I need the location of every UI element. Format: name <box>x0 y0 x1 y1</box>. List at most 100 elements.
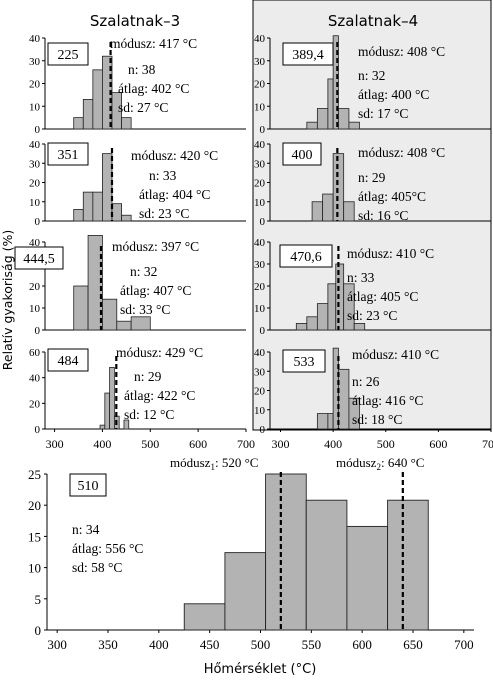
x-axis-label: Hőmérséklet (°C) <box>204 662 317 677</box>
n-text: n: 26 <box>352 374 380 389</box>
sd-text: sd: 58 °C <box>72 560 122 575</box>
x-tick-label: 400 <box>93 437 111 451</box>
sd-text: sd: 27 °C <box>118 100 168 115</box>
sample-label: 444,5 <box>23 252 55 267</box>
y-tick-label: 0 <box>35 124 41 136</box>
histogram-bar <box>306 316 318 331</box>
histogram-bar <box>348 121 360 130</box>
mean-text: átlag: 556 °C <box>72 541 143 556</box>
y-tick-label: 0 <box>260 124 266 136</box>
histogram-bar <box>73 117 84 130</box>
histogram-bar <box>92 191 103 222</box>
mode-text: módusz: 420 °C <box>131 148 218 163</box>
sample-label-box <box>69 473 107 497</box>
sd-text: sd: 18 °C <box>352 412 402 427</box>
mode-text: módusz: 429 °C <box>116 345 203 360</box>
n-text: n: 33 <box>347 270 375 285</box>
sd-text: sd: 12 °C <box>124 407 174 422</box>
sample-label: 225 <box>58 48 79 63</box>
sample-label-box <box>47 348 89 372</box>
y-tick-label: 20 <box>29 79 41 91</box>
y-tick-label: 30 <box>254 158 266 170</box>
n-text: n: 29 <box>134 369 162 384</box>
histogram-bar <box>73 285 89 331</box>
y-tick-label: 30 <box>29 158 41 170</box>
histogram-bar <box>183 603 226 631</box>
histogram-bar <box>343 201 355 222</box>
sd-text: sd: 23 °C <box>139 206 189 221</box>
histogram-bar <box>123 419 130 430</box>
n-text: n: 29 <box>358 170 386 185</box>
histogram-bar <box>348 397 360 430</box>
histogram-bar <box>111 203 122 222</box>
histogram-bar <box>116 320 132 331</box>
mode2-word: módusz <box>336 455 377 470</box>
n-text: n: 34 <box>72 522 100 537</box>
n-text: n: 38 <box>128 62 156 77</box>
histogram-panel-351: 0 10 20 30 40 351 módusz: 420 °C n: 33 átlag: 40… <box>29 139 246 228</box>
mean-text: átlag: 404 °C <box>139 187 210 202</box>
x-tick-label: 700 <box>454 637 474 652</box>
x-tick-label: 500 <box>377 437 395 451</box>
y-tick-label: 10 <box>29 101 41 113</box>
histogram-panel-389-4: 0 10 20 30 40 389,4 módusz: 408 °C n: 32 átlag: … <box>254 33 491 136</box>
histogram-bar <box>82 99 94 130</box>
y-tick-label: 40 <box>29 33 41 45</box>
sample-label: 400 <box>292 148 313 163</box>
y-tick-label: 40 <box>254 33 266 45</box>
histogram-bar <box>338 108 350 130</box>
y-tick-label: 30 <box>254 366 266 378</box>
histogram-bar <box>338 368 350 430</box>
y-tick-label: 40 <box>29 373 41 385</box>
mean-text: átlag: 416 °C <box>352 393 423 408</box>
sample-label: 389,4 <box>292 48 324 63</box>
sample-label-box <box>47 142 89 166</box>
x-tick-label: 300 <box>47 637 67 652</box>
y-tick-label: 0 <box>35 424 41 436</box>
mean-text: átlag: 422 °C <box>124 388 195 403</box>
y-tick-label: 40 <box>254 347 266 359</box>
y-tick-label: 10 <box>254 405 266 417</box>
x-tick-label: 600 <box>352 637 372 652</box>
mean-text: átlag: 405°C <box>358 189 426 204</box>
y-tick-label: 40 <box>254 237 266 249</box>
histogram-panel-484: 0 20 40 60 484 módusz: 429 °C n: 29 átlag: 422 … <box>29 345 246 436</box>
sample-label: 351 <box>58 148 79 163</box>
histogram-bar <box>327 78 334 130</box>
histogram-bar <box>111 92 122 130</box>
histogram-panel-470-6: 0 10 20 30 40 470,6 módusz: 410 °C n: 33 átlag: … <box>254 237 491 337</box>
mode1-text: módusz1: 520 °C <box>170 455 258 472</box>
mode2-sub: 2 <box>376 462 381 472</box>
histogram-bar <box>346 525 389 631</box>
n-text: n: 32 <box>130 264 157 279</box>
x-tick-label: 300 <box>272 437 290 451</box>
x-tick-label: 300 <box>46 437 64 451</box>
y-tick-label: 30 <box>254 56 266 68</box>
sample-label-box <box>47 42 89 66</box>
histogram-bar <box>265 473 307 631</box>
histogram-bar <box>305 499 348 631</box>
y-tick-label: 40 <box>29 237 41 249</box>
x-tick-label: 650 <box>403 637 423 652</box>
histogram-bar <box>327 413 334 430</box>
histogram-bar <box>316 303 329 331</box>
y-tick-label: 10 <box>28 561 41 576</box>
histogram-bar <box>130 316 151 331</box>
x-tick-label: 500 <box>141 437 159 451</box>
y-tick-label: 10 <box>254 303 266 315</box>
histogram-bar <box>335 263 345 331</box>
histogram-bar <box>295 322 308 331</box>
sample-label-box <box>282 349 326 373</box>
y-tick-label: 10 <box>29 303 41 315</box>
histogram-panel-400: 0 10 20 30 40 400 módusz: 408 °C n: 29 átlag: 40… <box>254 139 491 228</box>
histogram-panel-225: 0 10 20 30 40 225 módusz: 417 °C n: 38 átlag: 40… <box>29 33 246 136</box>
y-tick-label: 40 <box>29 139 41 151</box>
mode1-word: módusz <box>170 455 211 470</box>
histogram-bar <box>353 322 366 331</box>
sample-label-box <box>282 142 322 166</box>
y-tick-label: 0 <box>260 216 266 228</box>
y-tick-label: 25 <box>28 467 41 482</box>
y-tick-label: 0 <box>260 325 266 337</box>
sample-label: 470,6 <box>290 250 322 265</box>
